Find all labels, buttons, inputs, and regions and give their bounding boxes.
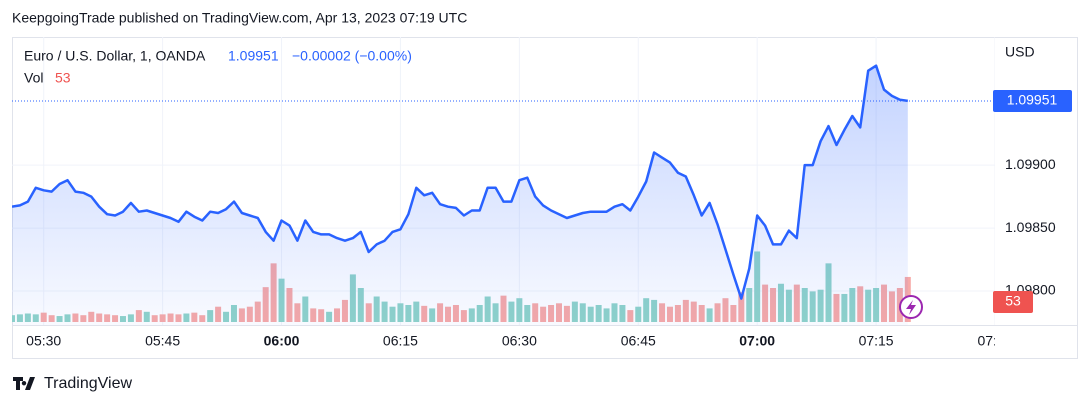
price-area [12, 65, 908, 325]
x-tick-label: 06:00 [264, 333, 300, 349]
last-price: 1.09951 [228, 48, 279, 64]
volume-name: Vol [24, 70, 43, 86]
price-label-box [993, 89, 1072, 112]
publish-title: KeepgoingTrade published on TradingView.… [12, 10, 467, 26]
volume-label-box [993, 291, 1033, 313]
y-tick-label: 1.09850 [1005, 219, 1056, 235]
x-axis-labels: 05:30 05:45 06:00 06:15 06:30 06:45 07:00 07:15… [26, 333, 1012, 349]
volume-label: 53 [1005, 293, 1021, 309]
price-line [12, 64, 908, 300]
x-tick-label: 07:30 [977, 333, 1012, 349]
x-tick-label: 07:00 [739, 333, 775, 349]
brand: TradingView [44, 375, 132, 392]
price-label: 1.09951 [1007, 92, 1058, 108]
x-tick-label: 07:15 [859, 333, 894, 349]
tradingview-logo [13, 377, 35, 390]
symbol-name: Euro / U.S. Dollar, 1, OANDA [24, 48, 206, 64]
x-tick-label: 06:45 [621, 333, 656, 349]
price-change: −0.00002 (−0.00%) [292, 48, 412, 64]
news-badge-icon [906, 300, 916, 315]
x-tick-label: 06:15 [383, 333, 418, 349]
x-tick-label: 05:30 [26, 333, 61, 349]
x-tick-label: 06:30 [502, 333, 537, 349]
chart-frame [12, 37, 1078, 359]
currency-label: USD [1005, 44, 1035, 60]
volume-last: 53 [55, 70, 71, 86]
x-tick-label: 05:45 [145, 333, 180, 349]
y-tick-label: 1.09900 [1005, 156, 1056, 172]
plot-area [12, 37, 995, 325]
